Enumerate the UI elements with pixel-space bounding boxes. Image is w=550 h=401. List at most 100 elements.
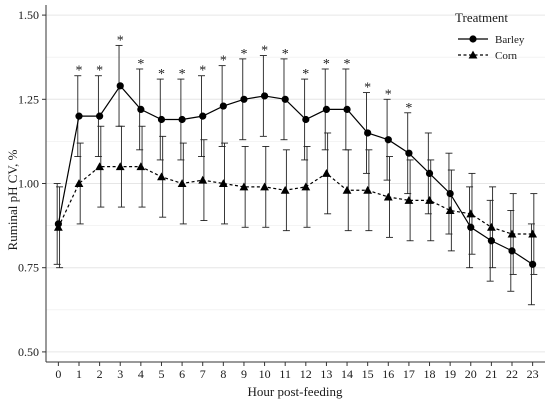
data-point-corn (280, 185, 290, 194)
y-tick-label: 0.75 (18, 261, 39, 275)
data-point-corn (198, 175, 208, 184)
x-tick-label: 4 (138, 367, 144, 381)
data-point-corn (53, 222, 63, 231)
data-point-corn (466, 209, 476, 218)
y-tick-label: 1.00 (18, 177, 39, 191)
x-tick-label: 11 (279, 367, 291, 381)
data-point-barley (199, 112, 207, 120)
data-point-barley (302, 115, 310, 124)
x-tick-label: 3 (117, 367, 123, 381)
significance-asterisk: * (220, 54, 227, 69)
x-tick-label: 20 (465, 367, 477, 381)
x-tick-label: 8 (220, 367, 226, 381)
data-point-barley (446, 190, 454, 198)
x-tick-label: 21 (485, 367, 497, 381)
significance-asterisk: * (302, 67, 309, 82)
significance-asterisk: * (385, 87, 392, 102)
data-point-barley (364, 129, 372, 137)
significance-asterisk: * (137, 57, 144, 72)
data-point-corn (363, 185, 373, 194)
legend-marker-corn (468, 50, 478, 59)
legend-label-corn: Corn (495, 50, 518, 62)
data-point-corn (157, 172, 166, 181)
data-point-corn (404, 195, 414, 204)
data-point-corn (445, 206, 455, 214)
significance-asterisk: * (96, 64, 103, 79)
x-tick-label: 6 (179, 367, 185, 381)
data-point-corn (383, 192, 393, 201)
significance-asterisk: * (405, 101, 412, 116)
x-tick-label: 12 (300, 367, 312, 381)
axes: 0.500.751.001.251.500 1 2 3 4 5 6 7 8 9 10 11 12 13 14… (18, 5, 545, 381)
x-tick-label: 10 (259, 367, 271, 381)
data-point-corn (322, 168, 331, 177)
data-point-barley (322, 105, 331, 114)
grid-lines (46, 14, 545, 353)
y-tick-label: 1.50 (18, 8, 39, 22)
data-point-corn (115, 162, 125, 171)
legend-title: Treatment (455, 10, 508, 25)
x-tick-label: 15 (362, 367, 374, 381)
data-point-barley (467, 223, 475, 231)
series-line-barley (57, 84, 533, 265)
data-point-corn (218, 179, 228, 188)
significance-asterisk: * (240, 47, 247, 62)
legend-marker-barley (469, 35, 477, 43)
data-point-barley (425, 169, 434, 177)
data-point-barley (75, 112, 83, 120)
significance-asterisk: * (199, 64, 206, 79)
y-tick-label: 1.25 (18, 92, 39, 106)
x-tick-label: 19 (444, 367, 456, 381)
significance-asterisk: * (158, 67, 165, 82)
legend: Treatment Barley Corn (455, 10, 525, 62)
data-point-corn (95, 162, 105, 171)
data-series (53, 82, 538, 268)
significance-asterisk: * (364, 81, 371, 96)
data-point-barley (384, 136, 392, 144)
data-point-barley (343, 105, 351, 114)
x-tick-label: 7 (200, 367, 206, 381)
x-tick-label: 5 (158, 367, 164, 381)
x-tick-label: 13 (320, 367, 332, 381)
x-tick-label: 17 (403, 367, 415, 381)
data-point-barley (260, 92, 269, 100)
x-tick-label: 0 (55, 367, 61, 381)
significance-asterisk: * (179, 67, 186, 82)
data-point-barley (281, 95, 289, 103)
data-point-barley (405, 149, 413, 157)
y-axis-title: Ruminal pH CV, % (5, 149, 20, 250)
data-point-corn (301, 182, 311, 191)
data-point-barley (157, 115, 166, 124)
data-point-barley (240, 95, 248, 103)
data-point-barley (508, 247, 516, 255)
x-tick-label: 14 (341, 367, 353, 381)
significance-asterisk: * (117, 33, 124, 48)
legend-label-barley: Barley (495, 34, 525, 46)
data-point-barley (96, 112, 104, 120)
data-point-barley (219, 102, 227, 110)
data-point-corn (239, 182, 249, 191)
significance-markers: * * * * * * * * * * * * * * * * * (75, 33, 412, 115)
data-point-corn (425, 195, 434, 204)
x-tick-label: 23 (527, 367, 539, 381)
data-point-corn (528, 229, 538, 238)
significance-asterisk: * (344, 57, 351, 72)
data-point-barley (529, 260, 537, 268)
data-point-corn (136, 162, 146, 171)
y-tick-label: 0.50 (18, 345, 39, 359)
data-point-corn (486, 222, 496, 231)
x-axis-title: Hour post-feeding (248, 384, 343, 399)
data-point-corn (177, 179, 187, 188)
data-point-barley (116, 82, 124, 90)
data-point-corn (507, 229, 517, 238)
data-point-barley (178, 115, 186, 124)
significance-asterisk: * (282, 47, 289, 62)
x-tick-label: 9 (241, 367, 247, 381)
data-point-barley (487, 237, 495, 245)
significance-asterisk: * (75, 64, 82, 79)
series-line-corn (57, 166, 533, 235)
data-point-barley (137, 105, 145, 114)
x-tick-label: 22 (506, 367, 518, 381)
